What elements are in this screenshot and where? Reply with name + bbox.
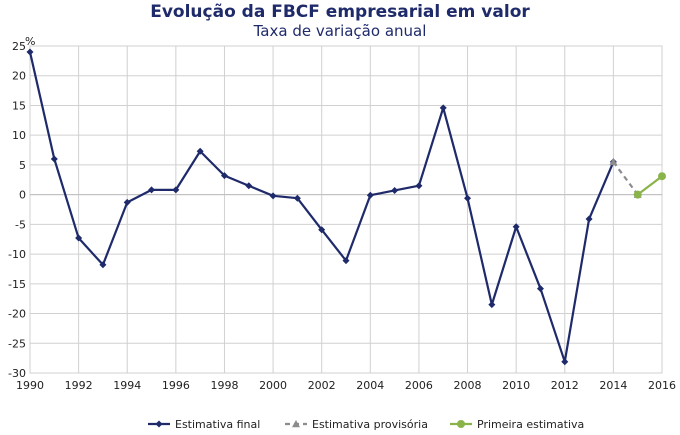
data-point-0 [585, 215, 593, 223]
y-tick-label: -25 [8, 337, 26, 350]
y-tick-label: -30 [8, 367, 26, 380]
data-point-0 [342, 257, 350, 265]
data-point-0 [536, 285, 544, 293]
data-point-0 [318, 226, 326, 234]
legend-label-0: Estimativa final [175, 418, 260, 431]
x-tick-label: 1992 [65, 379, 93, 392]
y-tick-label: -15 [8, 278, 26, 291]
data-point-2 [658, 172, 666, 181]
legend-label-2: Primeira estimativa [477, 418, 584, 431]
x-tick-label: 1998 [210, 379, 238, 392]
chart-title: Evolução da FBCF empresarial em valor [150, 2, 530, 22]
data-point-0 [50, 155, 58, 163]
data-point-0 [269, 192, 277, 200]
x-tick-label: 2008 [454, 379, 482, 392]
y-tick-label: -10 [8, 248, 26, 261]
x-tick-label: 1996 [162, 379, 190, 392]
y-tick-label: 10 [12, 129, 26, 142]
x-tick-label: 2014 [599, 379, 627, 392]
data-point-0 [26, 48, 34, 56]
x-tick-label: 1994 [113, 379, 141, 392]
data-point-0 [220, 172, 228, 180]
data-point-0 [415, 182, 423, 190]
y-tick-label: -20 [8, 308, 26, 321]
data-point-0 [293, 194, 301, 202]
legend-label-1: Estimativa provisória [312, 418, 428, 431]
data-point-0 [245, 182, 253, 190]
y-tick-label: 15 [12, 99, 26, 112]
data-point-0 [366, 191, 374, 199]
data-point-1 [609, 157, 618, 166]
x-tick-label: 2004 [356, 379, 384, 392]
data-point-0 [439, 104, 447, 112]
x-tick-label: 2016 [648, 379, 676, 392]
data-point-0 [148, 186, 156, 194]
data-point-0 [391, 186, 399, 194]
y-unit-label: % [25, 35, 35, 48]
data-point-0 [561, 358, 569, 366]
data-point-2 [633, 190, 642, 199]
x-tick-label: 2010 [502, 379, 530, 392]
y-tick-label: 0 [19, 189, 26, 202]
data-point-0 [488, 301, 496, 309]
data-point-0 [172, 186, 180, 194]
y-tick-label: -5 [15, 218, 26, 231]
y-tick-label: 25 [12, 40, 26, 53]
data-point-0 [99, 261, 107, 269]
y-tick-label: 5 [19, 159, 26, 172]
data-point-0 [196, 147, 204, 155]
series-line-2 [637, 175, 663, 196]
x-tick-label: 2000 [259, 379, 287, 392]
x-tick-label: 1990 [16, 379, 44, 392]
data-point-0 [464, 194, 472, 202]
data-point-0 [75, 234, 83, 242]
data-point-0 [123, 198, 131, 206]
x-tick-label: 2012 [551, 379, 579, 392]
legend-marker-2 [457, 420, 465, 428]
legend-marker-1 [292, 420, 300, 428]
chart-subtitle: Taxa de variação anual [253, 22, 427, 40]
x-tick-label: 2006 [405, 379, 433, 392]
data-point-0 [512, 223, 520, 231]
x-tick-label: 2002 [308, 379, 336, 392]
y-tick-label: 20 [12, 70, 26, 83]
series-line-1 [612, 161, 639, 196]
legend-marker-0 [155, 420, 163, 428]
